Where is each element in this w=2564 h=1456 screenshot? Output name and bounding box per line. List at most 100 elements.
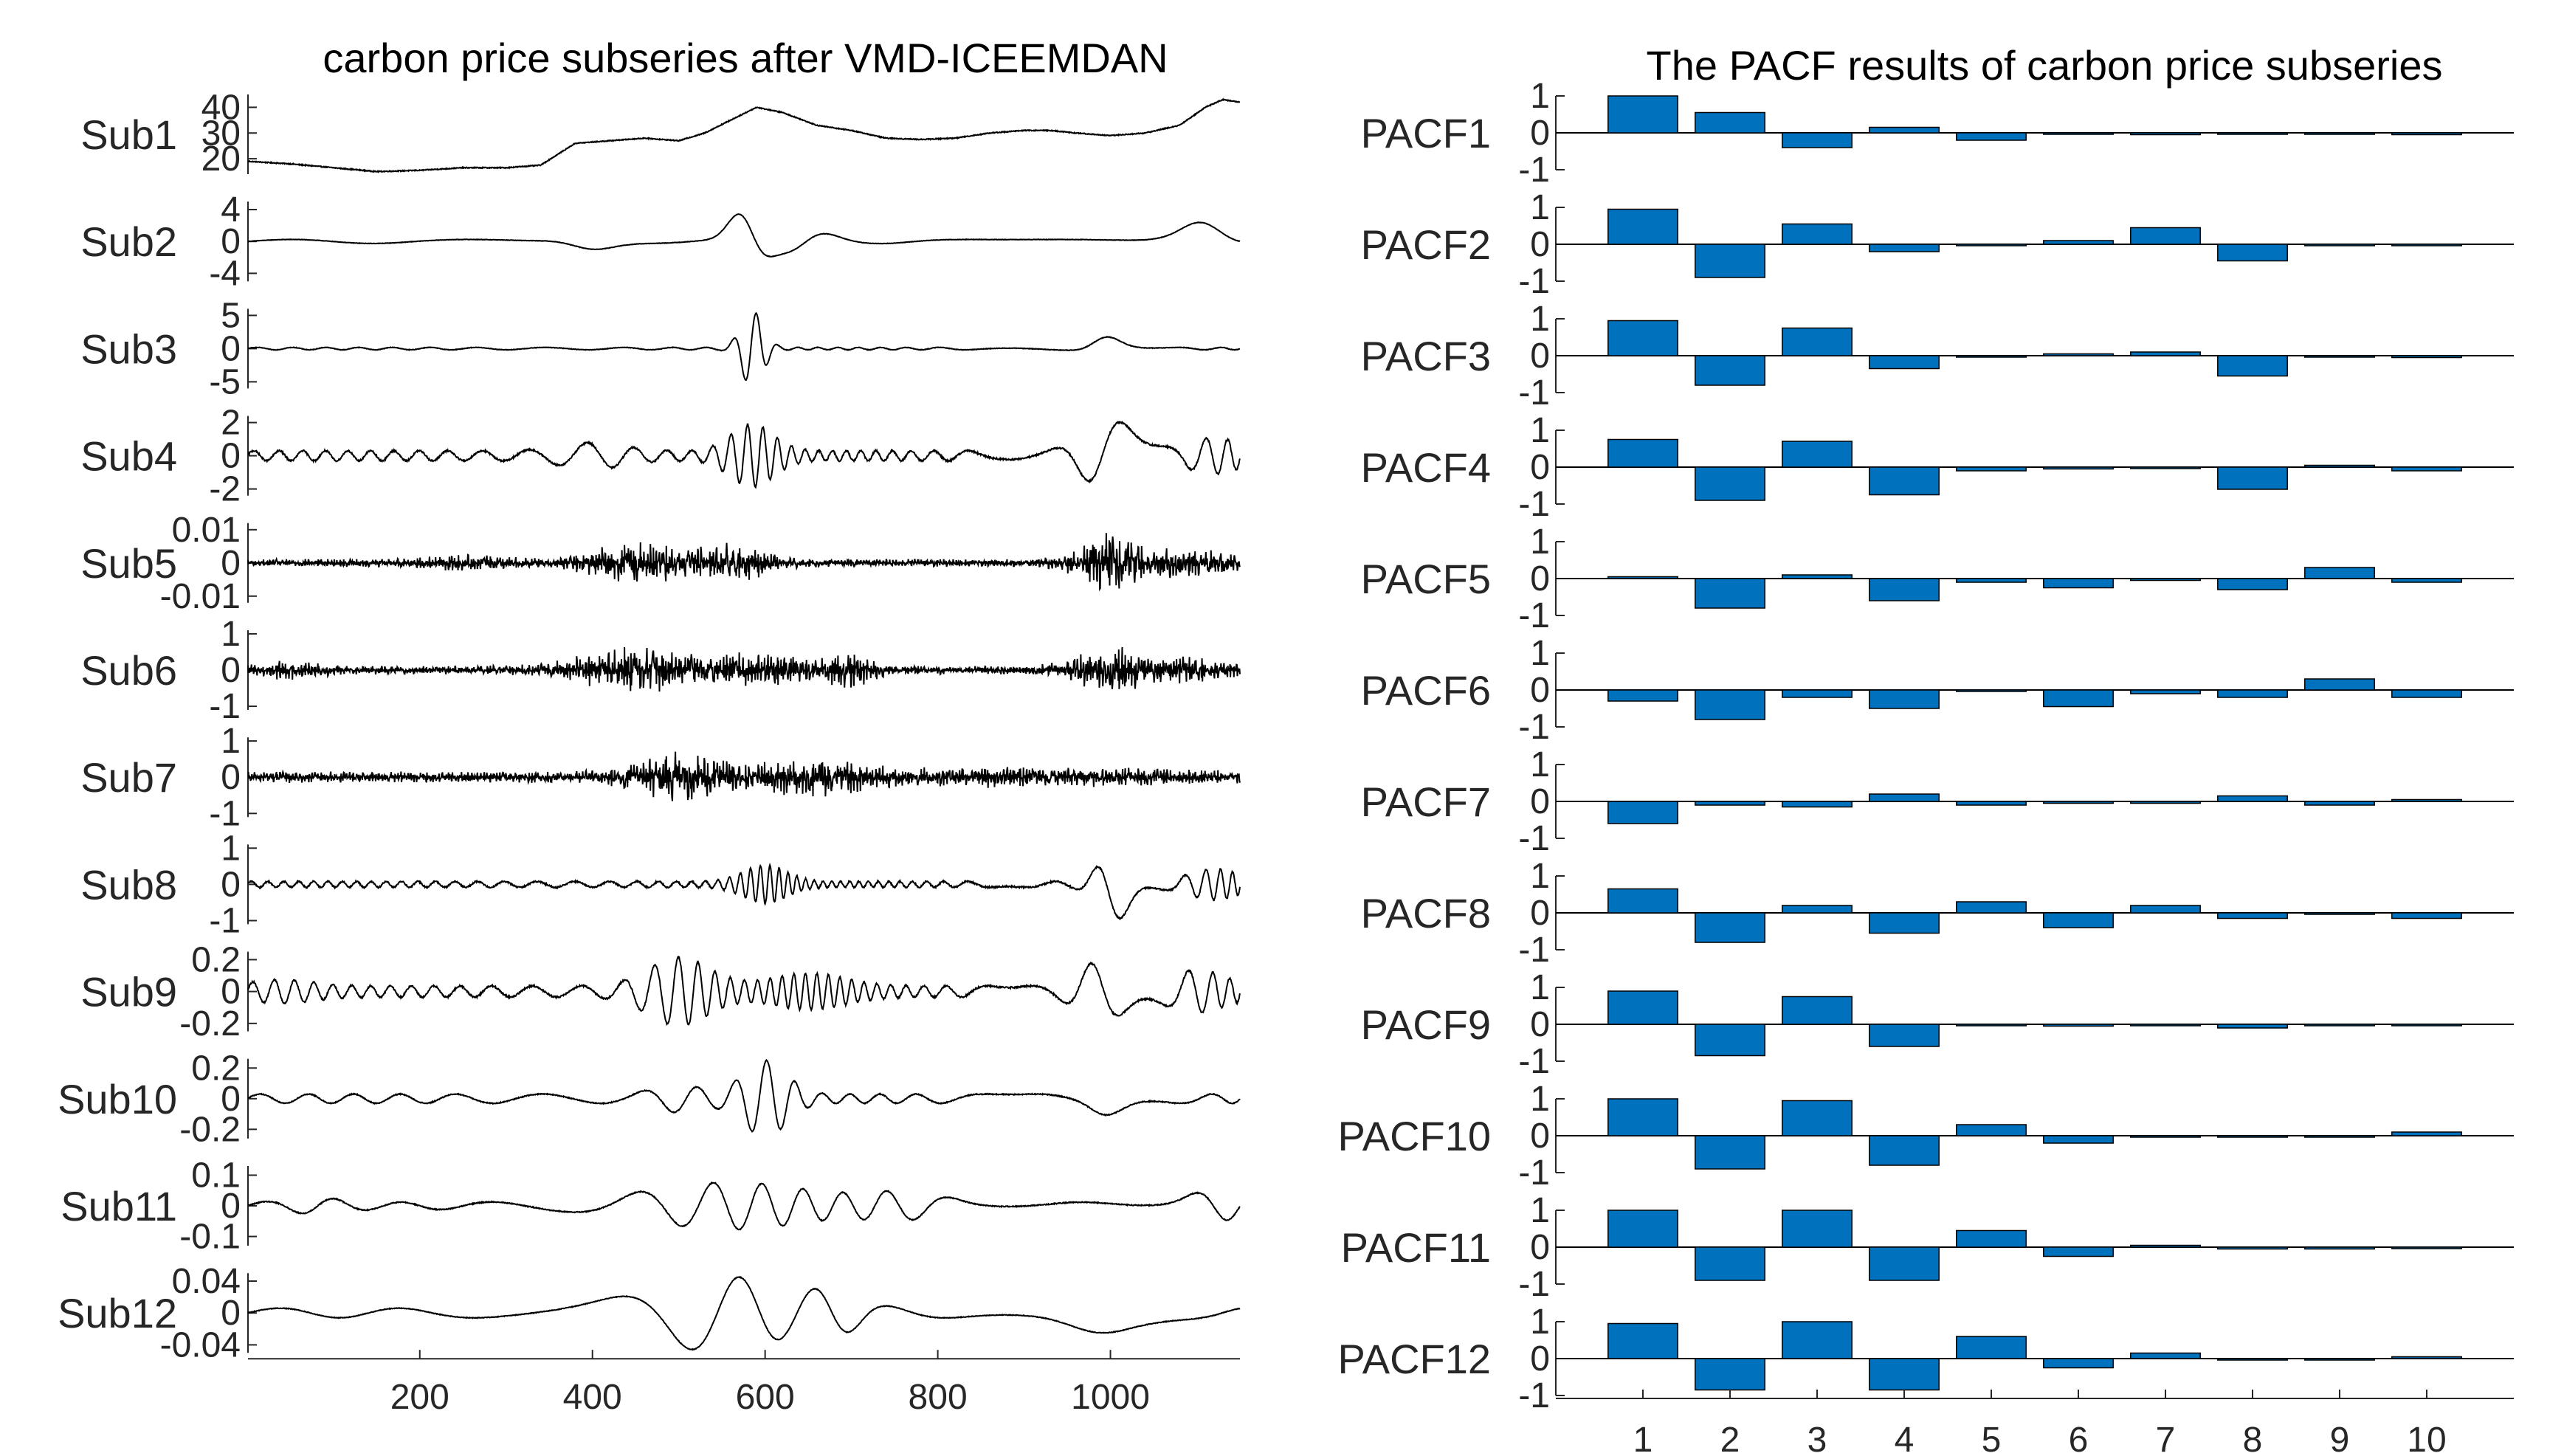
pacf-bar [1869, 1135, 1940, 1166]
y-tick-label: -1 [1518, 819, 1550, 858]
y-tick-label: 1 [1530, 188, 1550, 227]
y-tick-label: -0.04 [160, 1325, 241, 1364]
pacf-bar [2391, 466, 2462, 472]
pacf-bar [2217, 1135, 2288, 1138]
y-tick-label: 0 [221, 544, 241, 583]
pacf-bar [1695, 244, 1765, 278]
pacf-bar [2217, 132, 2288, 135]
pacf-row: 10-1 PACF1 [1361, 77, 2514, 190]
y-tick-label: 0.01 [172, 511, 241, 550]
y-tick-label: -0.2 [179, 1004, 241, 1043]
y-tick-label: 0 [221, 1187, 241, 1226]
y-tick-label: 1 [1530, 1303, 1550, 1342]
pacf-bar [2391, 132, 2462, 136]
pacf-bar [2043, 689, 2114, 708]
series-label: Sub1 [80, 111, 177, 158]
pacf-bar [1607, 689, 1678, 702]
series-line [247, 97, 1240, 173]
pacf-bar [2043, 466, 2114, 470]
pacf-row: 10-1 PACF7 [1361, 745, 2514, 858]
y-tick-label: -1 [1518, 151, 1550, 190]
pacf-row: 10-1 PACF2 [1361, 188, 2514, 301]
series-label: Sub4 [80, 433, 177, 480]
y-tick-label: -1 [1518, 1042, 1550, 1081]
pacf-bar [1956, 901, 2027, 914]
y-tick-label: 0 [1530, 1339, 1550, 1379]
pacf-bar [2130, 466, 2201, 469]
pacf-bar [1607, 576, 1678, 579]
pacf-bar [2391, 798, 2462, 802]
pacf-bar [1869, 689, 1940, 709]
pacf-bar [1607, 801, 1678, 824]
series-label: Sub7 [80, 754, 177, 801]
pacf-row: 10-1 PACF10 [1338, 1080, 2514, 1193]
y-tick-label: -0.1 [179, 1218, 241, 1257]
subseries-row: 50-5 Sub3 [80, 296, 1241, 401]
pacf-bar [1607, 320, 1678, 356]
pacf-bar [1782, 441, 1853, 468]
y-tick-label: 0 [1530, 894, 1550, 933]
series-label: Sub10 [58, 1076, 177, 1122]
y-tick-label: 1 [1530, 857, 1550, 896]
pacf-bar [1956, 1229, 2027, 1248]
pacf-bar [2304, 244, 2375, 246]
pacf-bar [2391, 689, 2462, 698]
pacf-bar [1695, 801, 1765, 806]
pacf-bar [2391, 912, 2462, 920]
x-tick-label: 9 [2330, 1421, 2350, 1456]
y-tick-label: -1 [1518, 1153, 1550, 1193]
pacf-bar [1607, 888, 1678, 914]
y-tick-label: 0 [1530, 337, 1550, 376]
y-tick-label: 20 [201, 139, 241, 179]
y-tick-label: 0.2 [191, 940, 241, 979]
pacf-bar [2043, 578, 2114, 589]
series-line [247, 1275, 1241, 1351]
pacf-bar [2130, 578, 2201, 582]
pacf-bar [1782, 689, 1853, 698]
y-tick-label: -0.2 [179, 1110, 241, 1149]
pacf-bar [2130, 132, 2201, 136]
y-tick-label: -1 [1518, 373, 1550, 413]
pacf-label: PACF1 [1361, 110, 1491, 156]
x-tick-label: 8 [2243, 1421, 2263, 1456]
pacf-bar [1695, 1246, 1765, 1281]
pacf-bar [1782, 223, 1853, 245]
y-tick-label: 1 [1530, 1191, 1550, 1230]
pacf-bar [2391, 244, 2462, 246]
x-tick-label: 1000 [1071, 1378, 1150, 1417]
y-tick-label: 0 [1530, 1117, 1550, 1156]
x-tick-label: 7 [2156, 1421, 2176, 1456]
x-tick-label: 5 [1982, 1421, 2002, 1456]
pacf-row: 10-1 PACF6 [1361, 634, 2514, 747]
pacf-bar [1869, 355, 1940, 370]
pacf-label: PACF11 [1341, 1224, 1491, 1271]
y-tick-label: 1 [1530, 745, 1550, 784]
x-tick-label: 200 [390, 1378, 449, 1417]
y-tick-label: -1 [1518, 1265, 1550, 1304]
series-line [247, 1181, 1241, 1231]
pacf-label: PACF3 [1361, 333, 1491, 379]
series-label: Sub9 [80, 969, 177, 1015]
pacf-bar [2130, 1135, 2201, 1138]
pacf-bar [2043, 353, 2114, 356]
y-tick-label: 1 [1530, 1080, 1550, 1119]
subseries-row: 10-1 Sub6 [80, 615, 1241, 726]
y-tick-label: -0.01 [160, 577, 241, 616]
pacf-row: 10-1 PACF8 [1361, 857, 2514, 970]
pacf-bar [2130, 1352, 2201, 1359]
subseries-line-plots: 403020Sub140-4Sub250-5Sub320-2Sub40.010-… [58, 88, 1241, 1364]
pacf-bar [1956, 132, 2027, 141]
pacf-bar [1869, 1024, 1940, 1047]
pacf-bar [1869, 1246, 1940, 1281]
pacf-bar [2217, 1358, 2288, 1361]
y-tick-label: 0 [1530, 1228, 1550, 1267]
y-tick-label: 0 [221, 651, 241, 690]
pacf-bar [1956, 1336, 2027, 1359]
pacf-bar [2304, 1024, 2375, 1027]
pacf-bar [1956, 244, 2027, 246]
pacf-bar [1956, 689, 2027, 692]
subseries-row: 40-4 Sub2 [80, 190, 1241, 293]
pacf-bar [1695, 1135, 1765, 1170]
